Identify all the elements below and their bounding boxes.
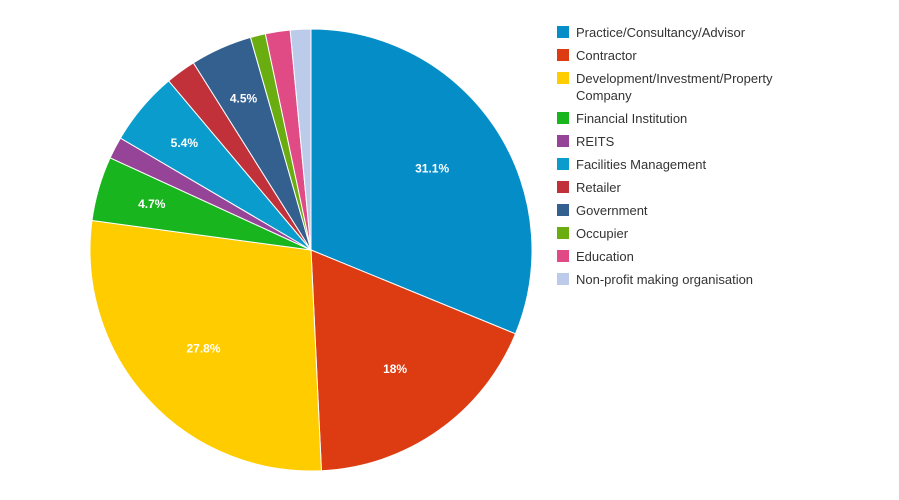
data-label-7: 4.5%	[230, 92, 258, 106]
data-label-1: 18%	[383, 362, 407, 376]
legend-item-2[interactable]: Development/Investment/Property Company	[557, 70, 887, 104]
legend-swatch-4	[557, 135, 569, 147]
legend-label-4: REITS	[576, 134, 615, 149]
data-label-2: 27.8%	[186, 342, 220, 356]
legend-swatch-8	[557, 227, 569, 239]
data-label-3: 4.7%	[138, 197, 166, 211]
legend-item-7[interactable]: Government	[557, 202, 887, 219]
legend-item-0[interactable]: Practice/Consultancy/Advisor	[557, 24, 887, 41]
legend-item-4[interactable]: REITS	[557, 133, 887, 150]
legend-item-3[interactable]: Financial Institution	[557, 110, 887, 127]
legend-swatch-7	[557, 204, 569, 216]
legend-label-5: Facilities Management	[576, 157, 707, 172]
legend-label-9: Education	[576, 249, 634, 264]
legend-label-6: Retailer	[576, 180, 621, 195]
legend-label-1: Contractor	[576, 48, 637, 63]
legend-label-2: Development/Investment/Property Company	[576, 71, 773, 103]
legend-item-6[interactable]: Retailer	[557, 179, 887, 196]
legend-item-10[interactable]: Non-profit making organisation	[557, 271, 887, 288]
legend-label-7: Government	[576, 203, 648, 218]
legend-swatch-1	[557, 49, 569, 61]
legend-swatch-9	[557, 250, 569, 262]
pie-plot: 31.1% 18% 27.8% 4.7% 5.4% 4.5%	[89, 28, 533, 472]
legend-swatch-3	[557, 112, 569, 124]
legend-label-8: Occupier	[576, 226, 629, 241]
data-label-5: 5.4%	[171, 136, 199, 150]
legend-item-5[interactable]: Facilities Management	[557, 156, 887, 173]
legend-label-0: Practice/Consultancy/Advisor	[576, 25, 746, 40]
legend-item-1[interactable]: Contractor	[557, 47, 887, 64]
pie-slice-10[interactable]	[289, 28, 312, 251]
pie-slice-1[interactable]	[310, 249, 517, 472]
legend-item-9[interactable]: Education	[557, 248, 887, 265]
legend-item-8[interactable]: Occupier	[557, 225, 887, 242]
legend-swatch-2	[557, 72, 569, 84]
pie-slice-2[interactable]	[89, 219, 322, 472]
legend-label-10: Non-profit making organisation	[576, 272, 754, 287]
legend: Practice/Consultancy/Advisor Contractor De…	[557, 24, 887, 294]
legend-swatch-6	[557, 181, 569, 193]
legend-label-3: Financial Institution	[576, 111, 688, 126]
legend-swatch-5	[557, 158, 569, 170]
legend-swatch-10	[557, 273, 569, 285]
pie-slice-0[interactable]	[310, 28, 533, 335]
data-label-0: 31.1%	[415, 162, 449, 176]
legend-swatch-0	[557, 26, 569, 38]
